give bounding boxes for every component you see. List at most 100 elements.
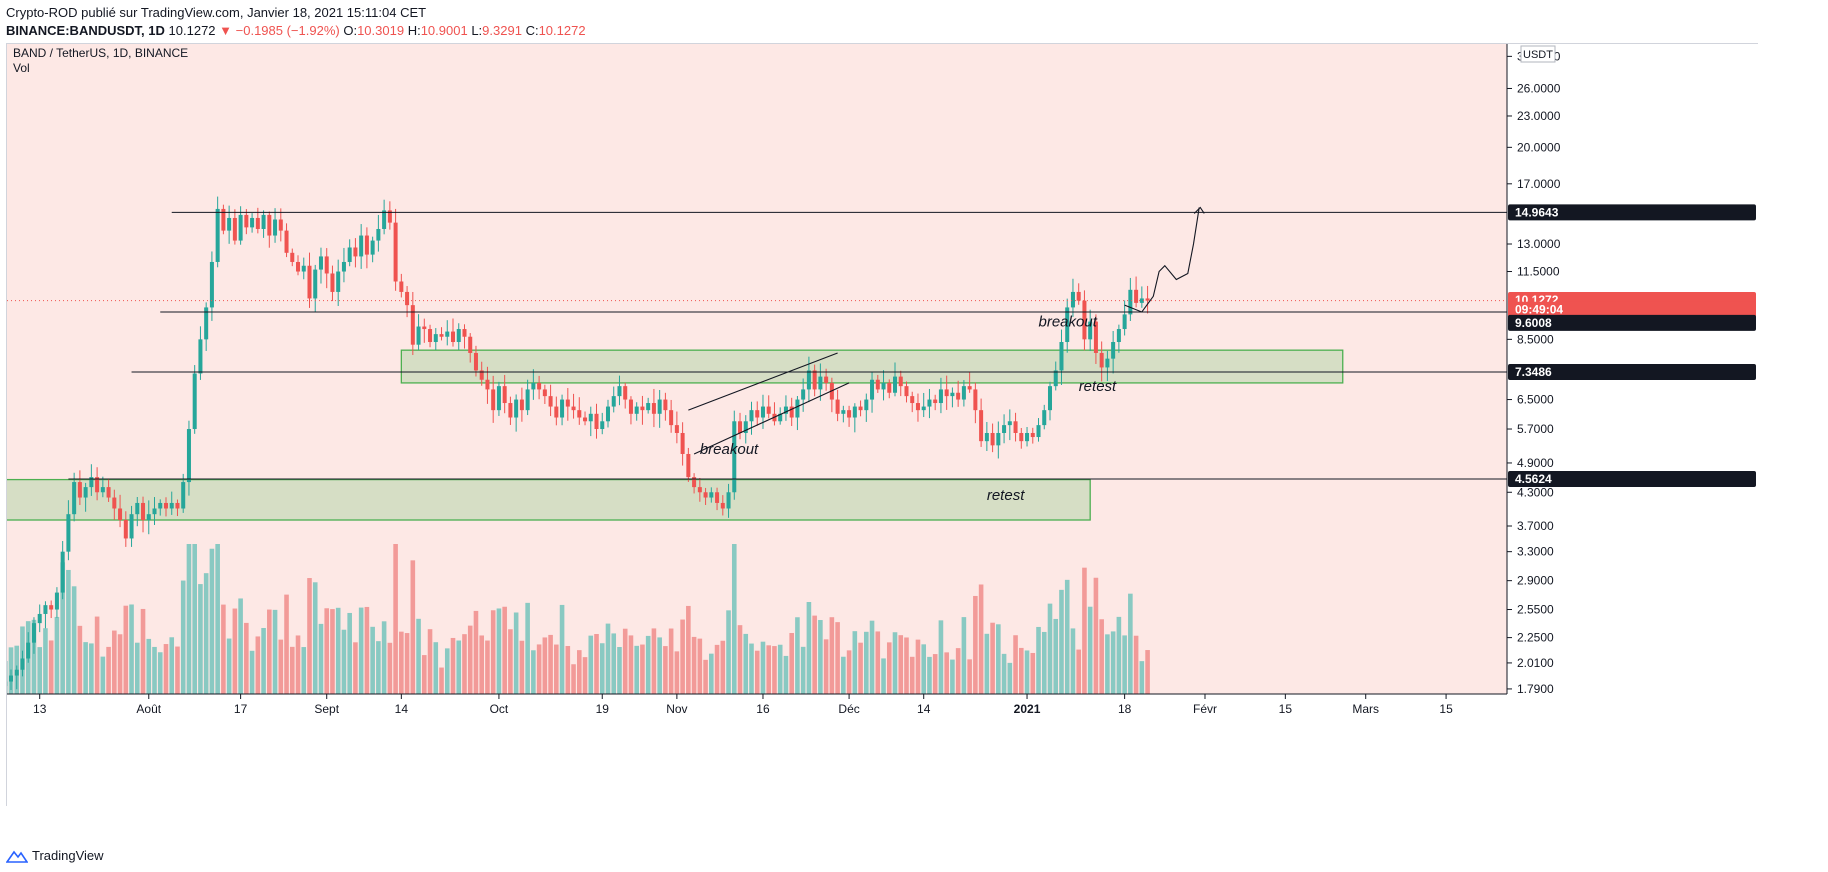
candle-body [152,508,157,515]
tradingview-brand: TradingView [32,848,104,863]
y-tick-label: 2.0100 [1517,656,1554,670]
candle-body [640,406,645,411]
candle-body [77,482,82,498]
candle [738,412,743,440]
candle-body [428,329,433,343]
candle-body [175,502,180,509]
candle-body [938,389,943,404]
candle-body [514,399,519,418]
volume-bar [961,617,967,694]
candle [37,604,42,633]
candle [795,396,800,431]
candle-body [801,389,806,400]
candle-body [864,399,869,411]
volume-bars [7,544,1150,694]
volume-bar [289,646,295,694]
candle-body [766,406,771,414]
y-tick-label: 3.7000 [1517,519,1554,533]
y-tick-label: 2.2500 [1517,631,1554,645]
volume-bar [1122,635,1127,694]
candle [186,420,191,496]
candle-body [623,386,628,400]
candle [1111,330,1116,374]
candle [244,209,249,235]
chart-pane[interactable]: breakout retest breakout retest BAND / Tethe… [6,43,1759,807]
candle [26,632,31,663]
candle [209,251,214,321]
volume-bar [772,646,777,694]
candle [910,391,915,413]
volume-bar [812,615,817,694]
volume-bar [94,616,100,694]
volume-bar [66,569,71,694]
candle [835,389,840,422]
candle [640,395,645,425]
candle [364,227,369,269]
volume-bar [554,644,559,694]
candle [215,196,220,268]
y-tick-label: 23.0000 [1517,109,1561,123]
volume-bar [473,610,479,694]
candle [898,370,903,397]
volume-bar [915,639,921,694]
candle-body [806,370,811,390]
volume-bar [519,640,525,694]
candle [755,401,760,426]
candle [324,248,329,289]
candle-body [892,376,898,393]
candle [1134,276,1139,308]
volume-bar [955,648,961,694]
volume-bar [582,657,588,694]
candle-body [347,247,352,262]
volume-bar [203,573,209,694]
annotation-breakout-0: breakout [700,441,759,458]
candle-body [1082,300,1087,340]
volume-bar [829,617,835,694]
price-label-bg [1508,204,1756,221]
candle [118,494,123,528]
candle [399,273,404,298]
candle-body [54,592,59,610]
volume-bar [450,637,456,694]
volume-bar [542,637,548,694]
volume-bar [881,658,886,694]
candle [892,362,898,397]
candle-body [697,487,702,493]
candle-body [519,399,524,411]
candle-body [1128,289,1133,315]
volume-bar [841,656,846,694]
candle-body [146,514,151,521]
volume-bar [806,602,812,694]
volume-bar [272,609,278,694]
volume-bar [760,641,766,694]
candle-body [112,497,117,509]
volume-bar [479,635,485,694]
candle [778,407,783,425]
candle-body [525,389,530,411]
time-axis-bg [7,694,1759,807]
candle-body [313,269,318,299]
candle [847,405,852,427]
candle-body [760,406,765,418]
volume-bar [513,612,519,694]
candle [628,396,633,425]
volume-bar [996,624,1001,694]
candle-body [542,389,547,397]
volume-bar [404,633,410,694]
volume-bar [1093,577,1099,694]
volume-bar [1076,649,1081,694]
candle [508,396,513,425]
candle-body [209,261,214,308]
price-label-bg [1508,314,1756,331]
candle-body [795,399,800,418]
candle [485,366,490,404]
candle [1088,309,1093,352]
candle [686,447,691,482]
candle [881,370,886,401]
candle [60,541,65,600]
volume-bar [691,636,697,694]
volume-bar [709,653,714,694]
candle-body [1099,352,1104,368]
chart-svg[interactable]: breakout retest breakout retest BAND / Tethe… [7,44,1759,807]
volume-bar [1041,631,1047,694]
